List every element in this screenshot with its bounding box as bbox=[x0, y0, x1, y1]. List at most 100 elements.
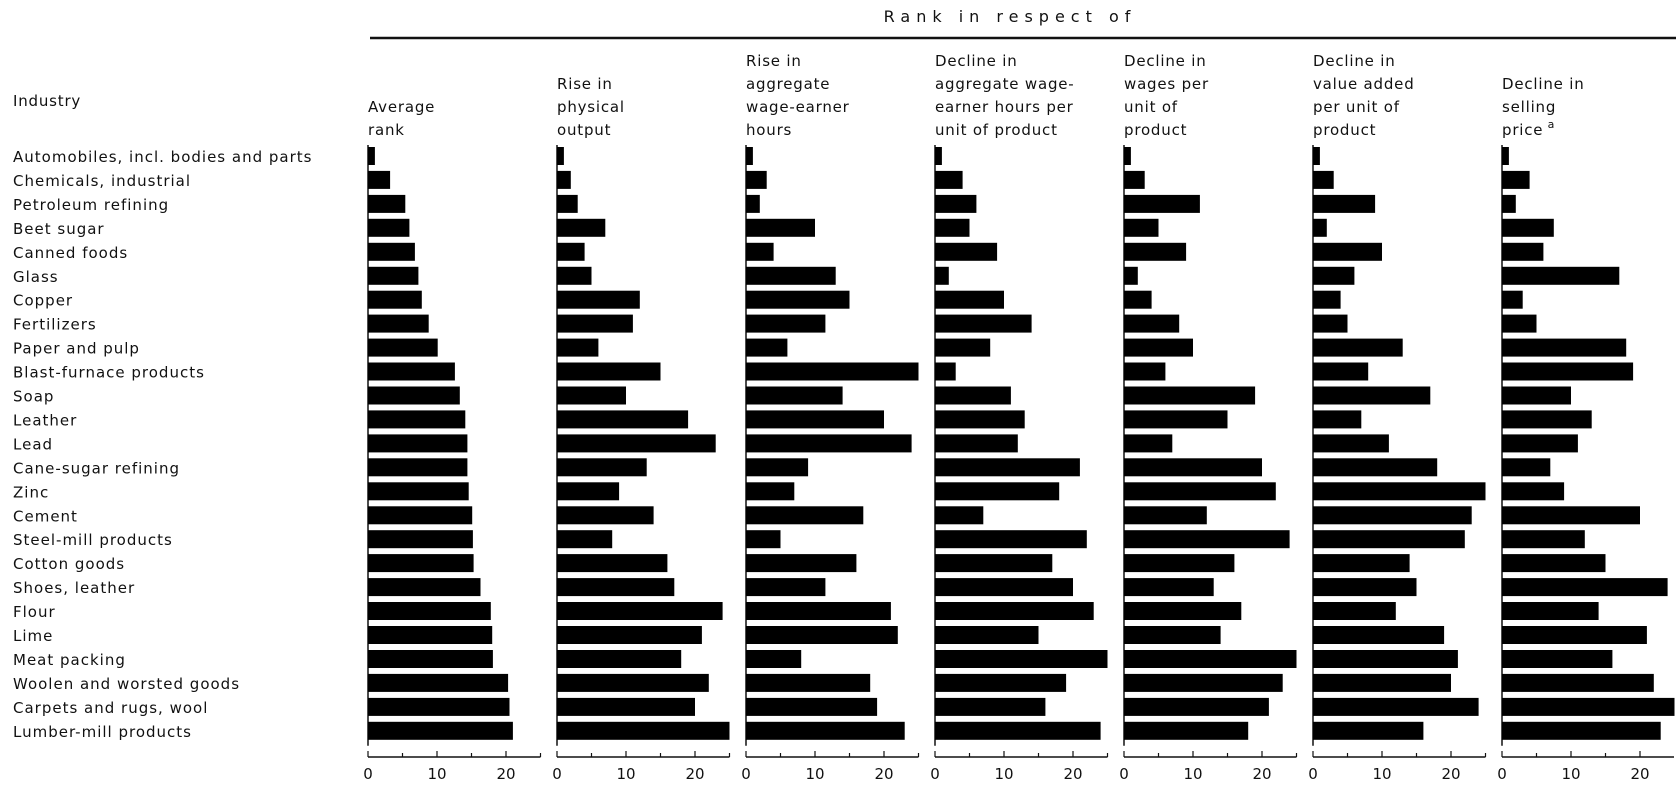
bar bbox=[1502, 626, 1647, 644]
x-tick-label: 10 bbox=[805, 765, 824, 783]
bar bbox=[557, 554, 668, 573]
bar bbox=[1313, 266, 1355, 285]
x-tick-label: 0 bbox=[552, 765, 562, 783]
panel-5: Decline in wages per unit of product 0 10 20 bbox=[1119, 52, 1298, 783]
panel-header-line: rank bbox=[368, 121, 405, 139]
bar bbox=[935, 482, 1060, 501]
bar bbox=[1124, 626, 1221, 644]
panel-6: Decline in value added per unit of product 0… bbox=[1308, 52, 1487, 783]
bar bbox=[1502, 194, 1516, 213]
bar bbox=[1313, 506, 1472, 525]
bar bbox=[746, 554, 857, 573]
bar bbox=[1124, 578, 1214, 597]
bar bbox=[935, 362, 956, 381]
bar bbox=[368, 530, 473, 549]
spanner-title: Rank in respect of bbox=[884, 7, 1137, 26]
panel-header-line: aggregate bbox=[746, 75, 830, 93]
bar bbox=[935, 434, 1018, 453]
bar bbox=[1502, 290, 1523, 309]
bar bbox=[935, 650, 1108, 668]
panel-header-line: wage-earner bbox=[746, 98, 850, 116]
bar bbox=[935, 626, 1039, 644]
x-tick-label: 0 bbox=[363, 765, 373, 783]
bar bbox=[1502, 170, 1530, 189]
bar bbox=[935, 673, 1067, 692]
bar bbox=[1124, 338, 1193, 357]
bar bbox=[935, 602, 1094, 620]
x-tick-label: 10 bbox=[994, 765, 1013, 783]
industry-label: Canned foods bbox=[13, 244, 128, 262]
bar bbox=[1124, 506, 1207, 525]
industry-label: Cotton goods bbox=[13, 555, 125, 573]
panel-1: Average rank 0 10 20 bbox=[363, 98, 542, 783]
panel-header-line: value added bbox=[1313, 75, 1415, 93]
panel-header-line: product bbox=[1313, 121, 1376, 139]
bar bbox=[1313, 578, 1417, 597]
panel-header-line: physical bbox=[557, 98, 625, 116]
industry-label: Steel-mill products bbox=[13, 531, 173, 549]
bar bbox=[746, 362, 919, 381]
bar bbox=[1313, 697, 1479, 716]
bar bbox=[368, 554, 474, 573]
industry-label: Cane-sugar refining bbox=[13, 459, 180, 477]
bar bbox=[368, 362, 455, 381]
bar bbox=[935, 721, 1101, 740]
x-tick-label: 10 bbox=[1561, 765, 1580, 783]
bar bbox=[935, 314, 1032, 333]
industry-label: Cement bbox=[13, 507, 78, 525]
industry-label: Fertilizers bbox=[13, 316, 97, 334]
bar bbox=[1313, 626, 1445, 644]
bar bbox=[368, 242, 415, 261]
bar bbox=[1124, 458, 1262, 477]
panel-header-line: unit of bbox=[1124, 98, 1178, 116]
bar bbox=[368, 578, 481, 597]
bar bbox=[1502, 338, 1627, 357]
x-tick-label: 0 bbox=[1497, 765, 1507, 783]
x-tick-label: 0 bbox=[1308, 765, 1318, 783]
panel-header-line: Average bbox=[368, 98, 435, 116]
bar bbox=[1502, 434, 1578, 453]
bar bbox=[368, 338, 438, 357]
bar bbox=[935, 410, 1025, 429]
bar bbox=[557, 458, 647, 477]
bar bbox=[1313, 386, 1431, 405]
bar bbox=[935, 697, 1046, 716]
bar bbox=[368, 458, 468, 477]
panel-header-line: Decline in bbox=[935, 52, 1018, 70]
bar bbox=[1124, 721, 1249, 740]
bar bbox=[368, 721, 513, 740]
bar bbox=[557, 626, 702, 644]
bar bbox=[1124, 650, 1297, 668]
bar bbox=[1502, 458, 1551, 477]
bar bbox=[557, 338, 599, 357]
bar bbox=[368, 386, 460, 405]
bar bbox=[557, 242, 585, 261]
bar bbox=[746, 506, 864, 525]
bar bbox=[368, 314, 429, 333]
panel-header-line: selling bbox=[1502, 98, 1556, 116]
industry-label: Beet sugar bbox=[13, 220, 105, 238]
bar bbox=[1124, 362, 1166, 381]
bar bbox=[557, 410, 689, 429]
bar bbox=[557, 266, 592, 285]
industry-label: Automobiles, incl. bodies and parts bbox=[13, 148, 312, 166]
bar bbox=[1502, 147, 1509, 165]
bar bbox=[557, 290, 640, 309]
bar bbox=[557, 530, 613, 549]
bar bbox=[1124, 530, 1290, 549]
bar bbox=[1502, 673, 1654, 692]
industry-label: Blast-furnace products bbox=[13, 364, 205, 382]
x-tick-label: 10 bbox=[427, 765, 446, 783]
bar bbox=[368, 290, 422, 309]
bar bbox=[746, 578, 826, 597]
bar bbox=[1124, 147, 1131, 165]
x-tick-label: 20 bbox=[1441, 765, 1460, 783]
bar bbox=[557, 362, 661, 381]
bar bbox=[1313, 147, 1320, 165]
bar bbox=[368, 266, 419, 285]
panel-header-line: Decline in bbox=[1502, 75, 1585, 93]
industry-label: Lime bbox=[13, 627, 53, 645]
bar bbox=[1124, 697, 1269, 716]
bar bbox=[746, 194, 760, 213]
x-tick-label: 10 bbox=[616, 765, 635, 783]
